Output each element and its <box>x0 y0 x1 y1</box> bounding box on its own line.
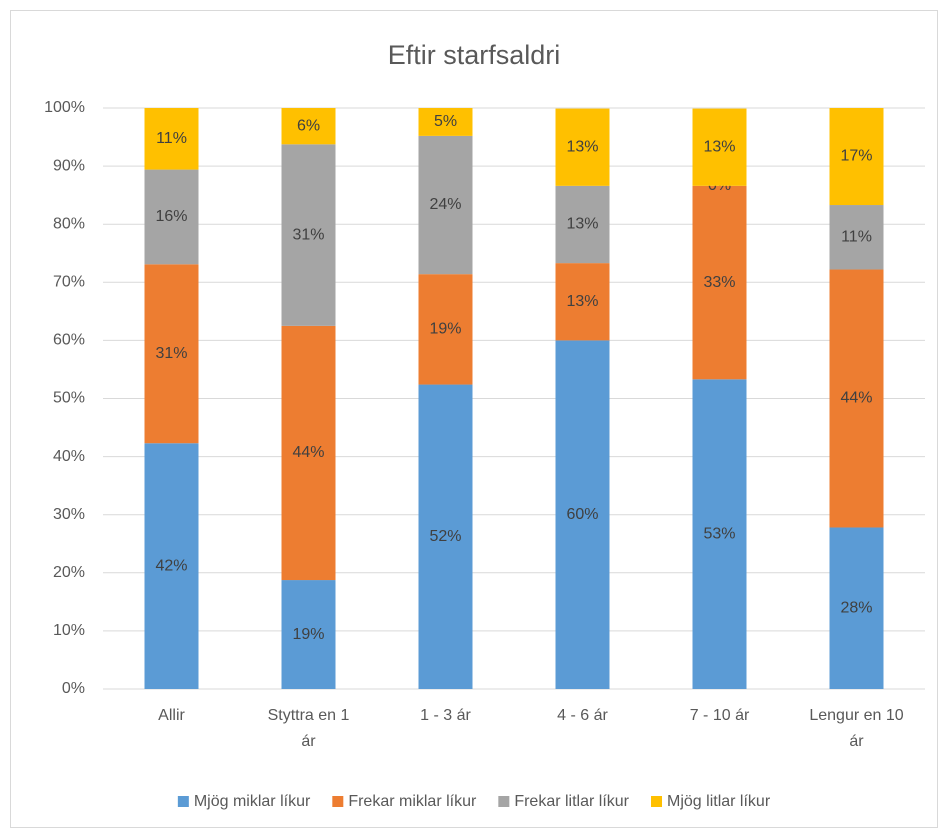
bar-segment <box>829 205 884 270</box>
y-tick-label: 40% <box>53 448 85 465</box>
x-tick-label: 7 - 10 ár <box>690 707 750 724</box>
y-tick-label: 100% <box>44 99 85 116</box>
chart-title: Eftir starfsaldri <box>388 40 561 70</box>
legend-item: Mjög miklar líkur <box>177 793 311 810</box>
data-label: 28% <box>840 599 872 616</box>
data-label: 52% <box>429 528 461 545</box>
x-tick-label: Allir <box>158 707 185 724</box>
x-tick-label: Styttra en 1 ár <box>268 707 350 750</box>
bar-segment <box>555 185 610 264</box>
bar-segment <box>555 340 610 689</box>
data-label: 13% <box>566 216 598 233</box>
legend-swatch <box>332 796 344 807</box>
bar-segment <box>418 108 473 136</box>
bar-segment <box>829 269 884 528</box>
bar-segment <box>555 108 610 186</box>
legend-item: Frekar litlar líkur <box>498 793 630 810</box>
data-label: 42% <box>155 557 187 574</box>
data-label: 44% <box>840 390 872 407</box>
y-tick-label: 10% <box>53 622 85 639</box>
bar-segment <box>144 264 199 444</box>
legend-label: Mjög litlar líkur <box>667 793 771 810</box>
legend-label: Frekar miklar líkur <box>348 793 477 810</box>
data-label: 11% <box>156 130 187 147</box>
data-label: 60% <box>566 506 598 523</box>
data-label: 6% <box>297 117 320 134</box>
data-label: 31% <box>292 226 324 243</box>
bar-segment <box>418 135 473 275</box>
legend-swatch <box>177 796 189 807</box>
y-tick-label: 50% <box>53 390 85 407</box>
x-tick-label: Lengur en 10 ár <box>809 707 903 750</box>
bar-segment <box>418 384 473 689</box>
bar-segment <box>281 580 336 689</box>
data-label: 24% <box>429 196 461 213</box>
bar-segment <box>829 108 884 206</box>
y-tick-label: 30% <box>53 506 85 523</box>
y-tick-label: 70% <box>53 274 85 291</box>
data-label: 33% <box>703 274 735 291</box>
data-label: 16% <box>155 208 187 225</box>
bar-segment <box>281 144 336 326</box>
bar-segment <box>144 108 199 170</box>
data-label: 53% <box>703 525 735 542</box>
y-tick-label: 0% <box>62 680 85 697</box>
bar-segment <box>281 325 336 581</box>
legend-label: Mjög miklar líkur <box>194 793 311 810</box>
bar-segment <box>144 169 199 265</box>
y-tick-label: 90% <box>53 157 85 174</box>
data-label: 31% <box>155 345 187 362</box>
y-tick-label: 20% <box>53 564 85 581</box>
legend-item: Frekar miklar líkur <box>332 793 477 810</box>
bar-segment <box>692 379 747 689</box>
data-label: 17% <box>840 148 872 165</box>
bar-segment <box>418 274 473 385</box>
data-label: 13% <box>566 293 598 310</box>
data-label: 13% <box>703 138 735 155</box>
bar-segment <box>829 527 884 689</box>
bar-segment <box>692 108 747 186</box>
bar-segment <box>281 108 336 145</box>
bar-segment <box>555 263 610 341</box>
x-tick-label: 1 - 3 ár <box>420 707 471 724</box>
legend-swatch <box>498 796 510 807</box>
data-label: 11% <box>841 228 872 245</box>
y-tick-label: 60% <box>53 332 85 349</box>
bar-segment <box>692 185 747 380</box>
legend-swatch <box>651 796 663 807</box>
x-tick-label: 4 - 6 ár <box>557 707 608 724</box>
data-label: 19% <box>292 626 324 643</box>
data-label: 5% <box>434 113 457 130</box>
y-tick-label: 80% <box>53 215 85 232</box>
bar-segment <box>144 443 199 689</box>
data-label: 19% <box>429 321 461 338</box>
legend-item: Mjög litlar líkur <box>651 793 771 810</box>
data-label: 13% <box>566 138 598 155</box>
legend-label: Frekar litlar líkur <box>514 793 629 810</box>
data-label: 44% <box>292 444 324 461</box>
